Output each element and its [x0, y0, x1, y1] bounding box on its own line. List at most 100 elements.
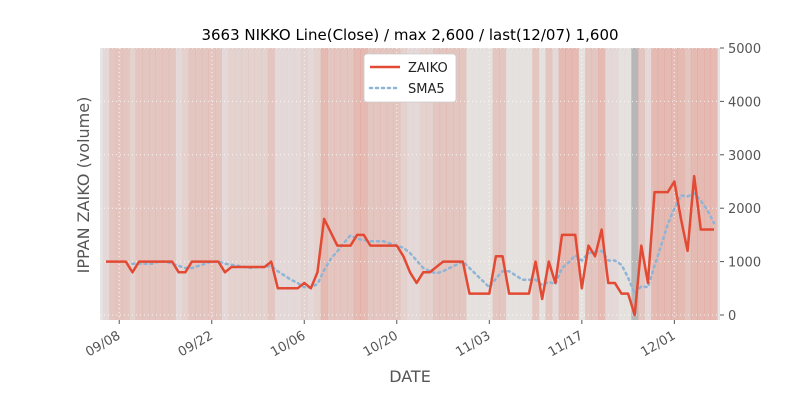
volume-band: [267, 48, 275, 320]
x-tick-label: 11/03: [453, 328, 493, 360]
volume-band: [234, 48, 242, 320]
volume-band: [519, 48, 526, 320]
volume-band: [261, 48, 269, 320]
volume-band: [175, 48, 183, 320]
volume-band: [552, 48, 559, 320]
y-tick-label: 4000: [728, 95, 761, 110]
volume-band: [254, 48, 262, 320]
volume-band: [102, 48, 110, 320]
volume-band: [459, 48, 467, 320]
volume-band: [638, 48, 645, 320]
volume-band: [148, 48, 156, 320]
y-axis: 0 1000 2000 3000 4000 5000: [720, 42, 761, 324]
volume-band: [525, 48, 533, 320]
x-tick-label: 12/01: [638, 328, 678, 360]
y-tick-label: 5000: [728, 42, 761, 57]
volume-band: [710, 48, 718, 320]
volume-band: [697, 48, 705, 320]
volume-band: [571, 48, 579, 320]
volume-band: [704, 48, 711, 320]
volume-band: [129, 48, 137, 320]
volume-band: [545, 48, 553, 320]
volume-band: [155, 48, 163, 320]
volume-band: [307, 48, 315, 320]
volume-band: [499, 48, 507, 320]
volume-band: [215, 48, 222, 320]
volume-band: [439, 48, 447, 320]
x-tick-label: 10/20: [361, 328, 401, 360]
volume-band: [419, 48, 427, 320]
volume-band: [373, 48, 381, 320]
volume-band: [241, 48, 249, 320]
x-tick-label: 10/06: [268, 328, 308, 360]
volume-band: [386, 48, 394, 320]
volume-band: [406, 48, 414, 320]
volume-band: [168, 48, 176, 320]
volume-band: [585, 48, 593, 320]
y-tick-label: 0: [728, 309, 736, 324]
series-layer: [106, 174, 716, 317]
volume-band: [492, 48, 500, 320]
volume-band: [367, 48, 374, 320]
volume-band: [195, 48, 203, 320]
volume-band: [598, 48, 606, 320]
volume-band: [162, 48, 170, 320]
volume-band: [505, 48, 513, 320]
volume-band: [201, 48, 209, 320]
volume-band: [446, 48, 454, 320]
volume-band: [287, 48, 295, 320]
volume-band: [353, 48, 361, 320]
volume-band: [334, 48, 341, 320]
volume-band: [221, 48, 229, 320]
volume-band: [538, 48, 546, 320]
volume-band: [651, 48, 659, 320]
volume-band: [433, 48, 441, 320]
volume-band: [109, 48, 117, 320]
volume-band: [135, 48, 143, 320]
volume-band: [466, 48, 474, 320]
y-tick-label: 1000: [728, 256, 761, 271]
x-tick-label: 09/22: [176, 328, 216, 360]
volume-band: [413, 48, 421, 320]
x-axis-title: DATE: [389, 367, 431, 386]
volume-band: [294, 48, 302, 320]
volume-band: [677, 48, 685, 320]
volume-band: [631, 48, 639, 320]
volume-band: [565, 48, 573, 320]
volume-band: [327, 48, 335, 320]
volume-band: [274, 48, 282, 320]
volume-band: [281, 48, 289, 320]
series-line-sma5: [131, 192, 716, 295]
legend: ZAIKO SMA5: [363, 53, 457, 103]
volume-band: [320, 48, 328, 320]
volume-band: [558, 48, 566, 320]
volume-band: [314, 48, 322, 320]
volume-band: [624, 48, 632, 320]
volume-band: [228, 48, 236, 320]
volume-band: [664, 48, 672, 320]
volume-band: [400, 48, 407, 320]
volume-band: [684, 48, 692, 320]
volume-band: [657, 48, 665, 320]
volume-band: [591, 48, 599, 320]
series-line-zaiko: [106, 174, 714, 317]
chart-title: 3663 NIKKO Line(Close) / max 2,600 / las…: [201, 26, 618, 44]
volume-band: [182, 48, 189, 320]
volume-band: [142, 48, 150, 320]
volume-band: [611, 48, 619, 320]
volume-band: [532, 48, 540, 320]
volume-band: [340, 48, 348, 320]
volume-band: [618, 48, 626, 320]
volume-band: [512, 48, 520, 320]
y-tick-label: 3000: [728, 149, 761, 164]
y-axis-title: IPPAN ZAIKO (volume): [74, 97, 93, 274]
x-tick-label: 09/08: [83, 328, 123, 360]
volume-band: [122, 48, 130, 320]
volume-band: [188, 48, 196, 320]
y-tick-label: 2000: [728, 202, 761, 217]
volume-band: [426, 48, 434, 320]
volume-band: [644, 48, 652, 320]
volume-band: [360, 48, 368, 320]
volume-band: [380, 48, 388, 320]
